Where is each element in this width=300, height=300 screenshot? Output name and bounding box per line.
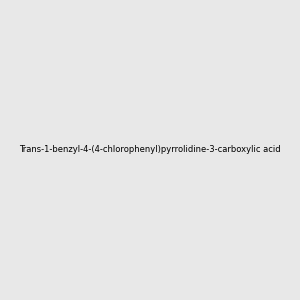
Text: Trans-1-benzyl-4-(4-chlorophenyl)pyrrolidine-3-carboxylic acid: Trans-1-benzyl-4-(4-chlorophenyl)pyrroli… <box>19 146 281 154</box>
